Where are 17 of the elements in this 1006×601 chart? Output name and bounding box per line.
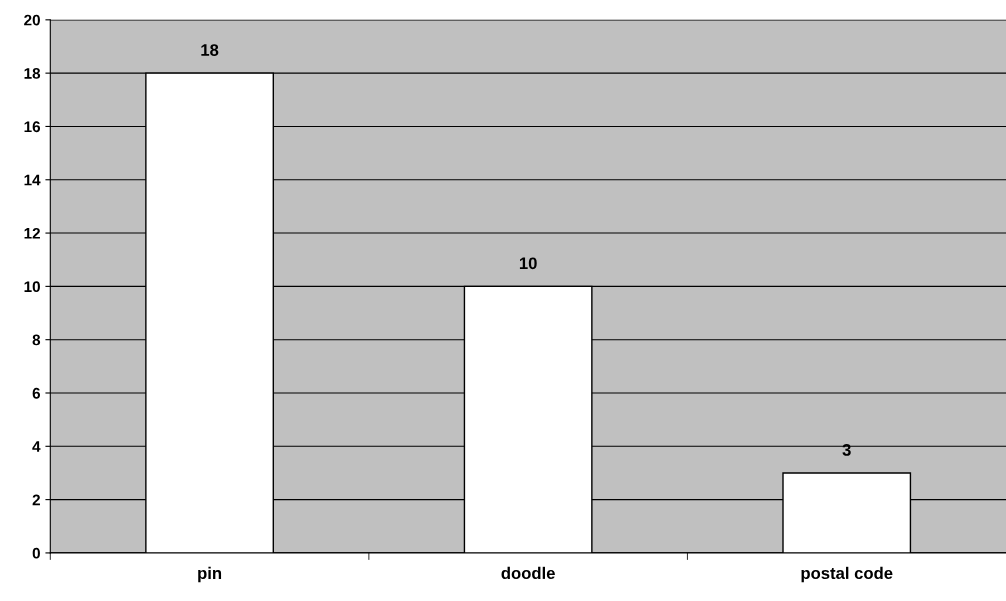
data-label: 3 xyxy=(842,443,851,456)
data-label: 10 xyxy=(519,257,537,270)
y-tick-label: 12 xyxy=(24,227,40,239)
y-tick-label: 8 xyxy=(32,334,41,346)
y-tick-label: 6 xyxy=(32,387,41,399)
x-tick-label: postal code xyxy=(801,566,893,583)
y-tick-label: 2 xyxy=(32,494,40,506)
y-tick-label: 16 xyxy=(24,121,41,133)
y-tick-label: 18 xyxy=(24,68,41,79)
y-tick-label: 14 xyxy=(24,174,41,186)
data-label: 18 xyxy=(201,44,219,56)
y-tick-label: 10 xyxy=(24,281,40,293)
x-tick-label: pin xyxy=(198,566,222,583)
y-tick-label: 20 xyxy=(24,14,40,26)
y-tick-label: 0 xyxy=(32,547,40,559)
y-tick-label: 4 xyxy=(32,441,41,452)
x-tick-label: doodle xyxy=(501,566,555,580)
